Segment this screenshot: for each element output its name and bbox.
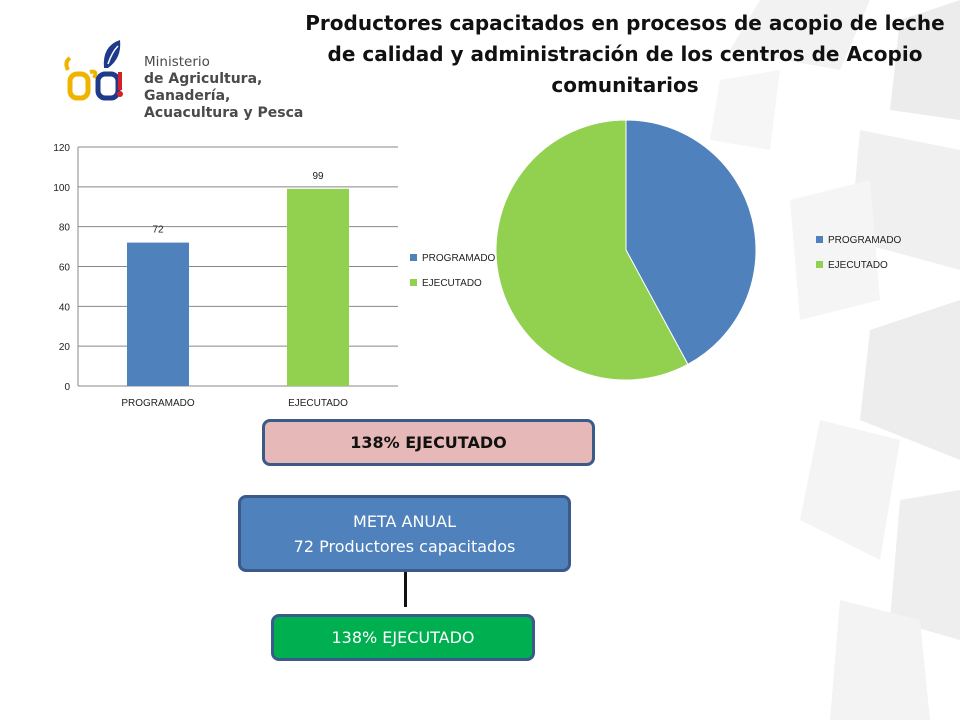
executed-percent-box-bottom: 138% EJECUTADO xyxy=(271,614,535,661)
executed-percent-top-text: 138% EJECUTADO xyxy=(350,433,507,452)
logo-line-1: Ministerio xyxy=(144,54,210,70)
logo-line-3: Acuacultura y Pesca xyxy=(144,105,304,121)
pie-chart-legend: PROGRAMADO EJECUTADO xyxy=(816,235,902,271)
pie-legend-label: EJECUTADO xyxy=(828,260,888,271)
logo-text: Ministerio de Agricultura, Ganadería, Ac… xyxy=(144,54,344,122)
bar-y-tick-label: 100 xyxy=(53,183,70,194)
bar-chart: 0 20 40 60 80 100 120 72 99 PROGRAMADO EJECUTADO… xyxy=(53,143,496,409)
bar-y-tick-label: 20 xyxy=(59,342,71,353)
bar-y-tick-label: 80 xyxy=(59,223,71,234)
executed-percent-bottom-text: 138% EJECUTADO xyxy=(331,628,475,647)
pie-chart: PROGRAMADO EJECUTADO xyxy=(495,119,902,381)
bar-programado xyxy=(127,242,189,386)
connector-line xyxy=(404,572,407,607)
ministry-emblem-icon xyxy=(64,40,123,101)
bar-chart-bars xyxy=(127,188,349,386)
pie-chart-slices xyxy=(495,119,757,381)
bar-legend-label: PROGRAMADO xyxy=(422,253,496,264)
bar-legend-label: EJECUTADO xyxy=(422,278,482,289)
bar-ejecutado xyxy=(287,188,349,386)
bar-chart-y-ticks: 0 20 40 60 80 100 120 xyxy=(53,143,70,393)
page-title: Productores capacitados en procesos de a… xyxy=(305,11,945,97)
executed-percent-box-top: 138% EJECUTADO xyxy=(262,419,595,466)
bar-data-label: 72 xyxy=(152,225,164,236)
bar-y-tick-label: 0 xyxy=(64,382,70,393)
pie-legend-swatch xyxy=(816,261,823,268)
bar-y-tick-label: 60 xyxy=(59,263,71,274)
bar-legend-swatch xyxy=(410,279,417,286)
bar-legend-swatch xyxy=(410,254,417,261)
pie-slice-programado xyxy=(625,119,757,366)
bar-chart-data-labels: 72 99 xyxy=(152,171,324,236)
bar-data-label: 99 xyxy=(312,171,324,182)
bar-x-tick-label: EJECUTADO xyxy=(288,398,348,409)
bar-chart-grid xyxy=(77,146,398,387)
ministry-logo: Ministerio de Agricultura, Ganadería, Ac… xyxy=(64,36,344,121)
bar-y-tick-label: 40 xyxy=(59,302,71,313)
bar-y-tick-label: 120 xyxy=(53,143,70,154)
pie-legend-swatch xyxy=(816,236,823,243)
annual-goal-title: META ANUAL xyxy=(353,512,456,531)
logo-line-2: de Agricultura, Ganadería, xyxy=(144,71,263,104)
pie-legend-label: PROGRAMADO xyxy=(828,235,902,246)
annual-goal-box: META ANUAL 72 Productores capacitados xyxy=(238,495,571,572)
bar-chart-x-ticks: PROGRAMADO EJECUTADO xyxy=(121,398,348,409)
pie-slice-ejecutado xyxy=(495,119,689,381)
annual-goal-value: 72 Productores capacitados xyxy=(293,537,516,556)
bar-x-tick-label: PROGRAMADO xyxy=(121,398,195,409)
bar-chart-legend: PROGRAMADO EJECUTADO xyxy=(410,253,496,289)
